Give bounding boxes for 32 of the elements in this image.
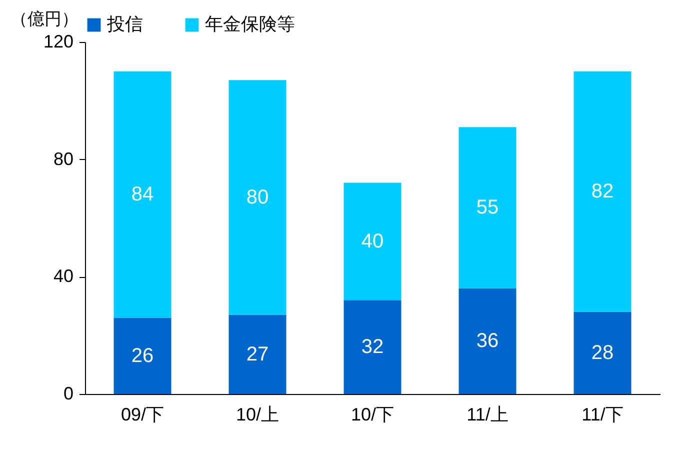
bar [458, 127, 516, 288]
y-axis-title: （億円） [10, 10, 78, 28]
x-tick-label: 11/上 [466, 404, 508, 424]
x-tick-label: 10/上 [236, 404, 280, 424]
data-label: 82 [591, 180, 614, 203]
data-label: 84 [131, 184, 154, 206]
bar [574, 312, 632, 394]
data-label: 32 [361, 336, 384, 358]
data-label: 80 [246, 186, 269, 208]
bar [114, 71, 172, 318]
x-tick-label: 10/下 [350, 404, 394, 424]
legend-label: 年金保険等 [205, 14, 295, 34]
y-tick-label: 0 [63, 384, 74, 404]
data-label: 55 [476, 196, 499, 219]
data-label: 26 [131, 344, 154, 367]
y-tick-label: 40 [53, 266, 74, 286]
data-label: 40 [361, 230, 384, 252]
bar [458, 288, 516, 394]
data-label: 27 [246, 343, 269, 366]
legend-label: 投信 [106, 14, 143, 34]
bar [344, 300, 402, 394]
bar [228, 314, 286, 394]
bar [344, 182, 402, 300]
bar [114, 318, 172, 394]
bar [574, 71, 632, 312]
y-tick-label: 120 [43, 32, 74, 52]
x-tick-label: 11/下 [582, 404, 624, 424]
bar [228, 80, 286, 315]
data-label: 36 [476, 330, 499, 352]
data-label: 28 [591, 342, 614, 364]
y-tick-label: 80 [53, 148, 74, 169]
x-tick-label: 09/下 [120, 404, 164, 424]
